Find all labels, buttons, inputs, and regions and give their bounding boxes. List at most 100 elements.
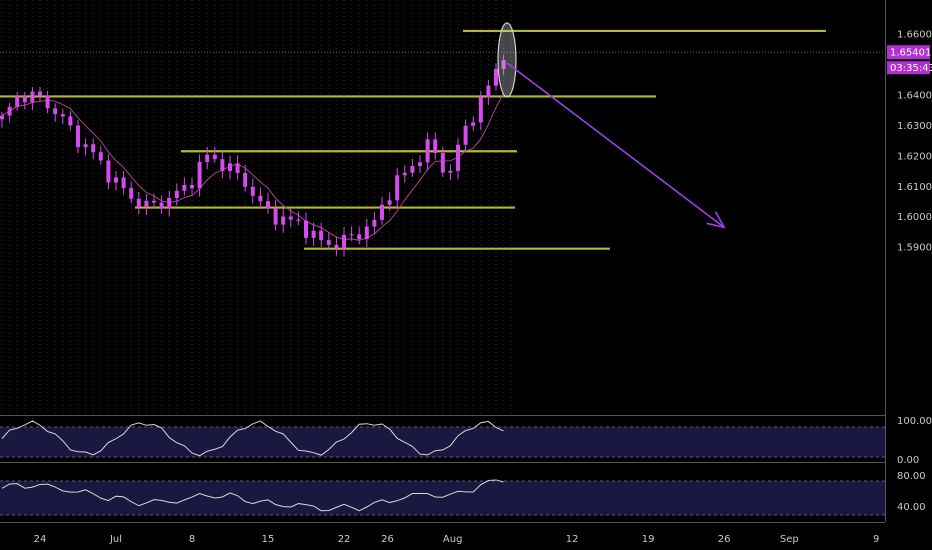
candle-body[interactable] [68,116,73,126]
candle-body[interactable] [486,85,491,98]
candle-body[interactable] [98,152,103,161]
candle-body[interactable] [0,115,4,120]
candle-body[interactable] [410,166,415,173]
osc2-tick-label: 80.00 [897,471,926,482]
candle-body[interactable] [30,91,35,103]
candle-body[interactable] [448,170,453,173]
candle-body[interactable] [288,216,293,220]
osc2-tick-label: 40.00 [897,502,926,513]
candle-body[interactable] [304,220,308,238]
candle-body[interactable] [471,122,476,126]
y-tick-label: 1.64000 [897,90,932,101]
countdown-badge [887,61,930,75]
candle-body[interactable] [38,91,42,96]
arrow-head [706,211,726,229]
candle-body[interactable] [250,186,255,196]
candle-body[interactable] [357,234,362,240]
candle-body[interactable] [243,173,248,187]
candle-body[interactable] [387,200,392,205]
candle-body[interactable] [342,235,346,249]
candle-body[interactable] [197,162,202,189]
candle-body[interactable] [501,60,506,69]
candle-body[interactable] [463,125,468,145]
candle-body[interactable] [212,154,217,160]
x-tick-label: Sep [780,534,799,545]
x-tick-label: 9 [873,534,879,545]
candle-body[interactable] [220,159,225,171]
candle-body[interactable] [433,139,438,154]
candle-body[interactable] [326,240,331,245]
candle-body[interactable] [152,200,156,203]
candle-body[interactable] [395,175,400,201]
x-tick-label: 8 [189,534,195,545]
moving-average-line [1,93,505,241]
candle-body[interactable] [174,190,179,198]
oscillator2-band [0,481,885,515]
candle-body[interactable] [144,200,149,208]
x-tick-label: 26 [718,534,731,545]
candle-body[interactable] [456,144,460,171]
candle-body[interactable] [494,68,498,86]
candle-body[interactable] [273,208,278,225]
candle-body[interactable] [205,154,210,163]
candle-body[interactable] [478,97,483,123]
candle-body[interactable] [418,162,422,167]
candle-body[interactable] [311,230,316,238]
candle-body[interactable] [380,204,384,220]
candle-body[interactable] [228,163,232,171]
candle-body[interactable] [167,197,172,209]
y-tick-label: 1.62000 [897,151,932,162]
countdown-label: 03:35:43 [890,63,932,74]
y-tick-label: 1.60000 [897,212,932,223]
y-tick-label: 1.66000 [897,30,932,41]
candle-body[interactable] [53,108,58,115]
candle-body[interactable] [440,153,445,173]
candle-body[interactable] [296,219,301,221]
candle-body[interactable] [372,219,377,227]
candle-body[interactable] [22,96,27,103]
candle-body[interactable] [45,95,50,109]
candle-body[interactable] [402,172,407,176]
candle-body[interactable] [76,125,80,148]
x-tick-label: 15 [262,534,275,545]
candle-body[interactable] [106,160,111,183]
candle-body[interactable] [159,202,164,209]
y-tick-label: 1.59000 [897,243,932,254]
candle-body[interactable] [114,177,118,183]
candle-body[interactable] [349,234,354,236]
candle-body[interactable] [91,144,96,153]
candle-body[interactable] [190,185,194,189]
osc1-tick-label: 0.00 [897,455,919,466]
highlight-ellipse[interactable] [497,22,517,98]
candle-body[interactable] [83,144,88,148]
oscillator2-line [1,479,504,512]
osc1-tick-label: 100.00 [897,416,932,427]
y-tick-label: 1.63000 [897,121,932,132]
y-tick-label: 1.61000 [897,182,932,193]
forecast-arrow[interactable] [506,62,725,228]
candle-body[interactable] [334,244,339,249]
candle-body[interactable] [136,198,141,208]
candle-body[interactable] [281,216,286,225]
candle-body[interactable] [235,163,240,174]
oscillator1-band [0,427,885,457]
candle-body[interactable] [15,96,20,107]
candle-body[interactable] [319,230,324,241]
candle-body[interactable] [60,114,65,117]
candle-body[interactable] [7,106,12,116]
candle-body[interactable] [258,195,263,202]
x-tick-label: Aug [443,534,463,545]
candle-body[interactable] [129,188,134,199]
candle-body[interactable] [182,185,187,191]
candle-body[interactable] [121,177,126,189]
candle-body[interactable] [364,226,369,240]
x-tick-label: 26 [381,534,394,545]
x-tick-label: Jul [109,534,122,545]
oscillator1-line [1,420,504,457]
candle-body[interactable] [266,201,270,209]
candle-body[interactable] [425,139,430,163]
x-tick-label: 12 [566,534,579,545]
last-price-badge [887,45,930,60]
